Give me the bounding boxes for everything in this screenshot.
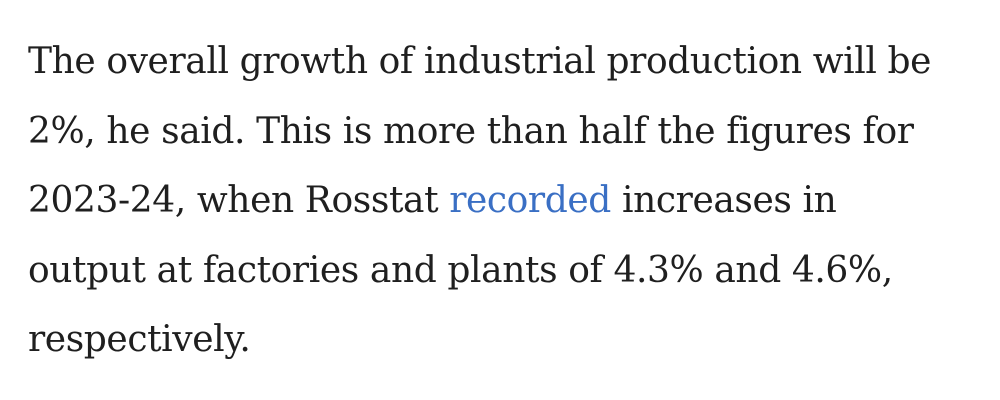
paragraph-line-4: output at factories and plants of 4.3% a… <box>28 249 893 291</box>
paragraph-line-3: 2023-24, when Rosstat recorded increases… <box>28 166 978 236</box>
recorded-link[interactable]: recorded <box>449 180 611 221</box>
paragraph-line-5: respectively. <box>28 319 251 360</box>
article-paragraph: The overall growth of industrial product… <box>28 27 978 375</box>
paragraph-line-3-text-after: increases in <box>610 180 837 221</box>
paragraph-line-1: The overall growth of industrial product… <box>28 41 932 82</box>
paragraph-line-3-text-before: 2023-24, when Rosstat <box>28 180 450 221</box>
paragraph-line-2: 2%, he said. This is more than half the … <box>28 110 914 152</box>
